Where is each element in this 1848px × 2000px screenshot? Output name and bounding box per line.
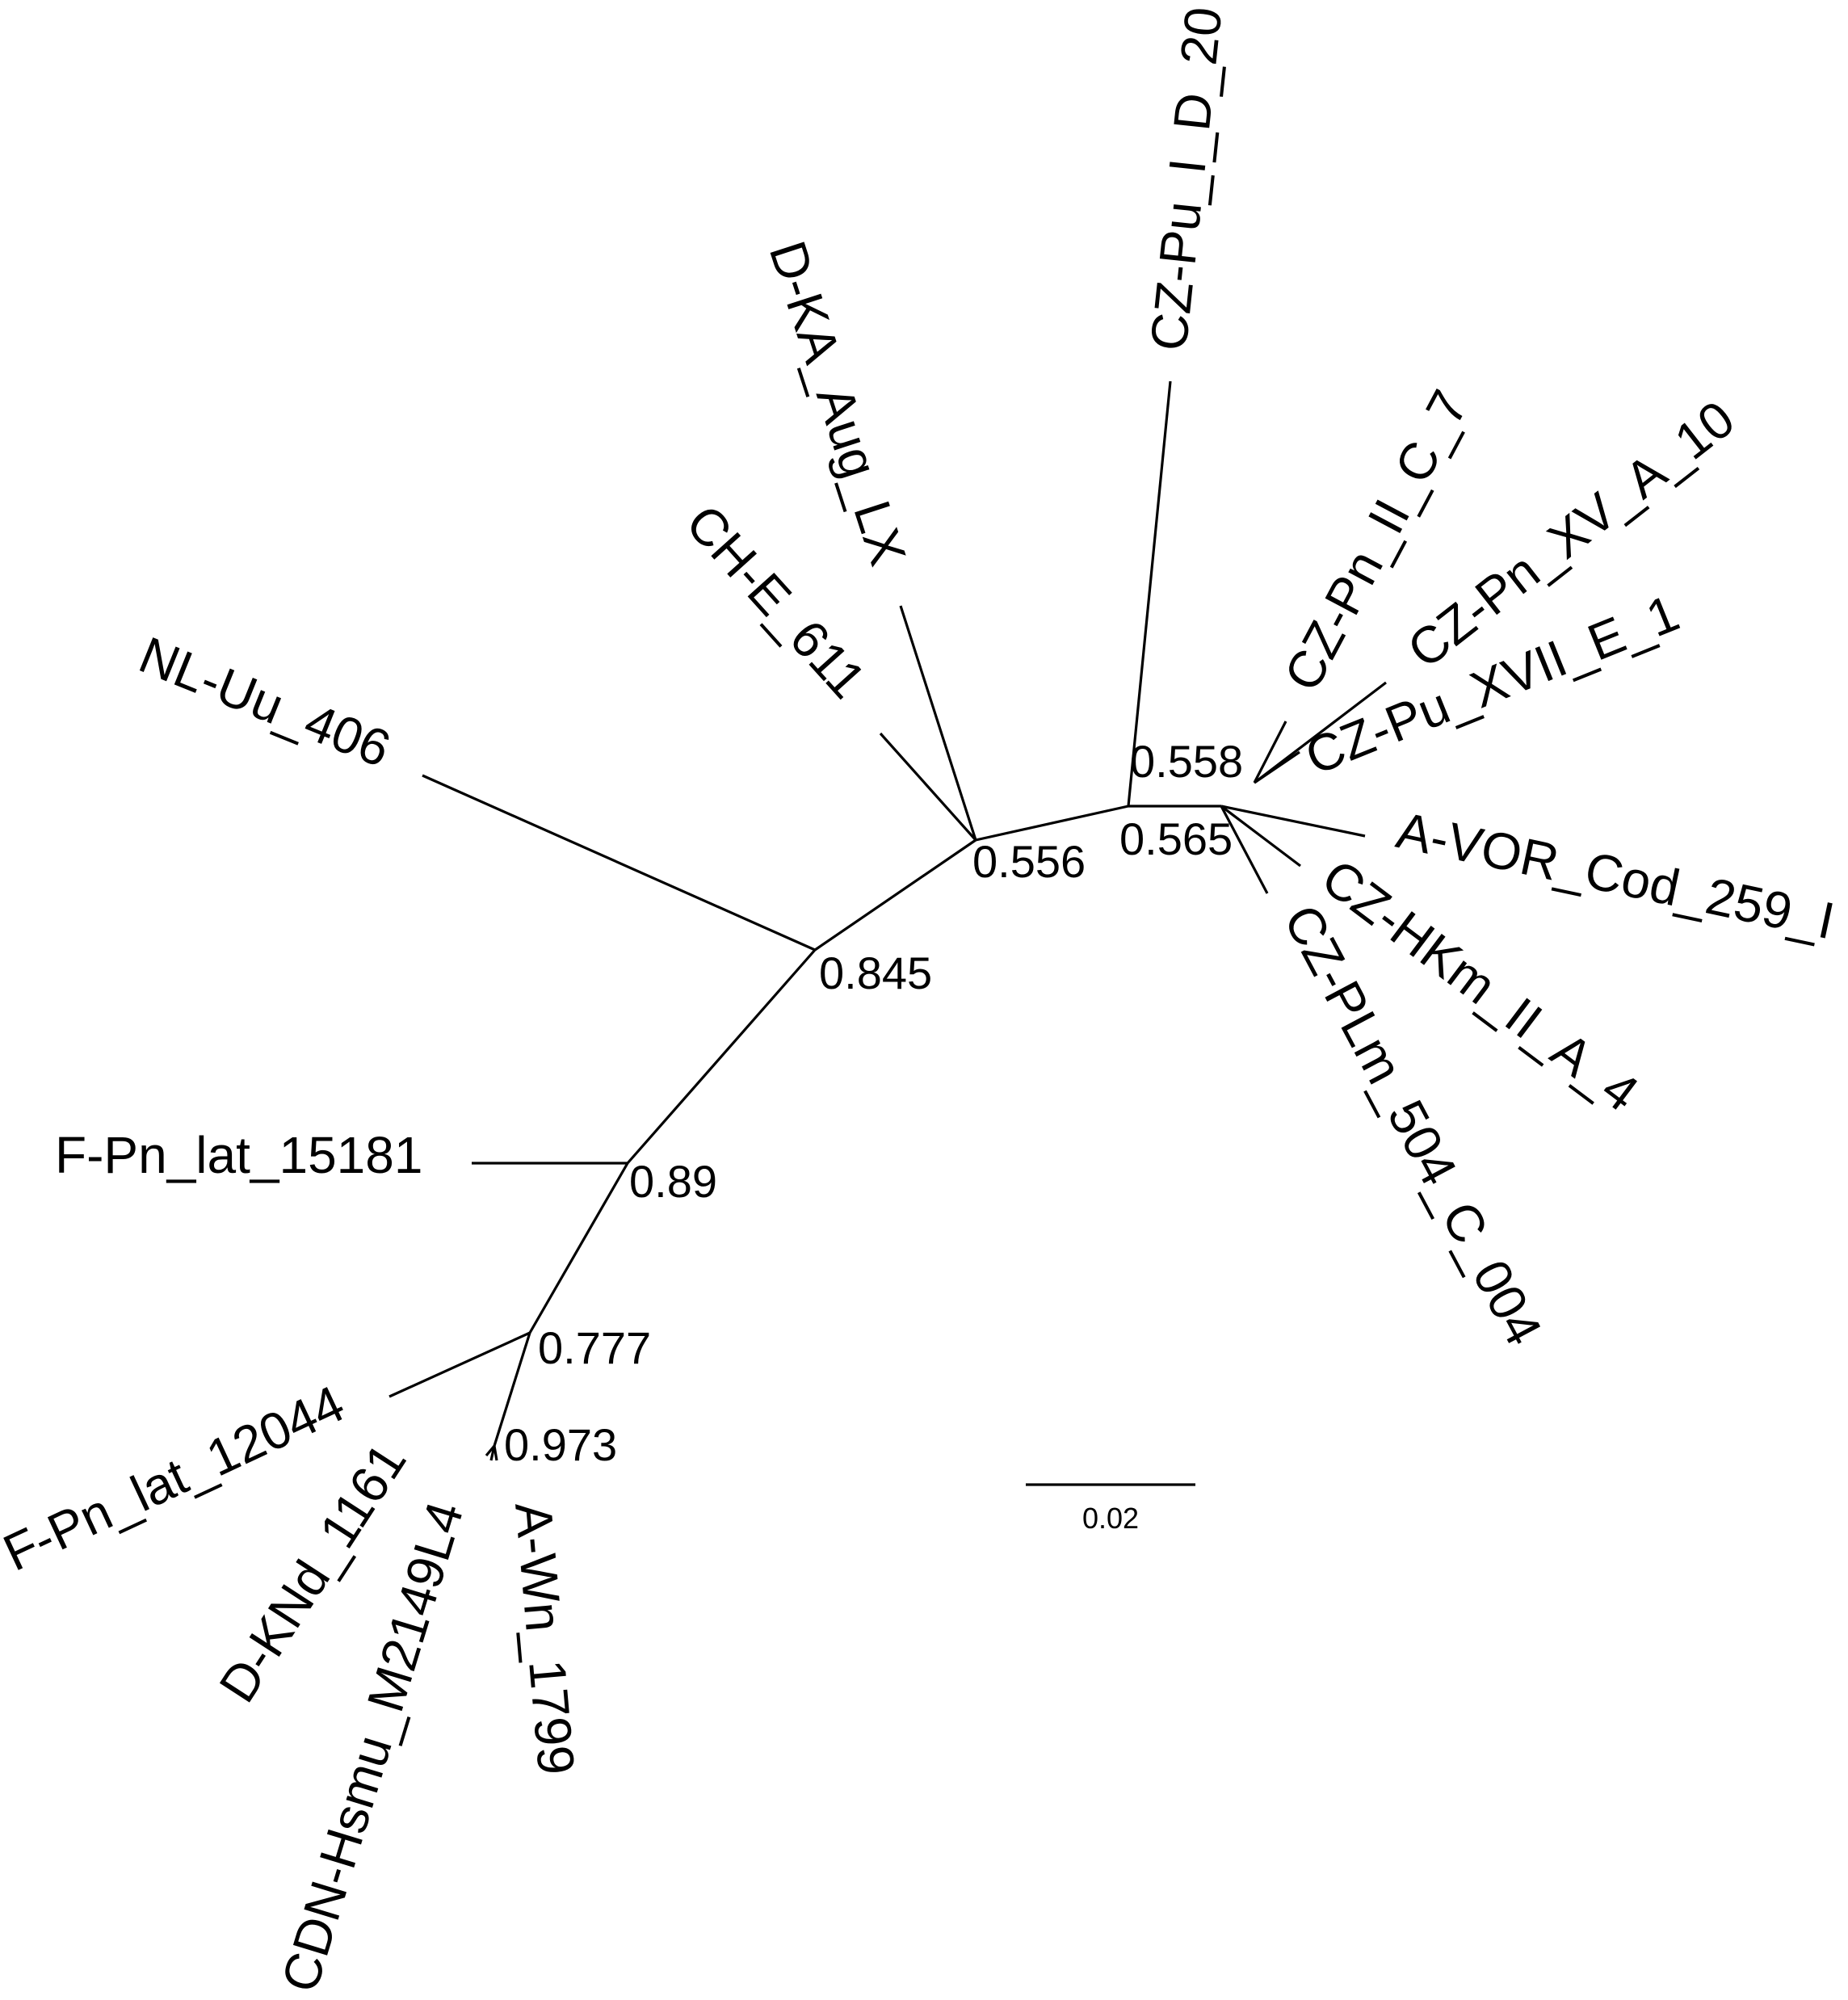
branch-cz-pn-ii-c-7 [1253,721,1287,784]
tip-label-nl-uu-406: NL-Uu_406 [132,625,398,778]
support-label-0558: 0.558 [1130,736,1243,787]
branch-845-556 [814,838,976,952]
branch-f-pn-lat-12044 [388,1331,531,1398]
branch-cz-pu-i-d-20 [1127,380,1172,807]
tip-labels: NL-Uu_406 CH-E_611 D-KA_Aug_LX CZ-Pu_I_D… [0,4,1839,1998]
branch-cz-pn-xv-a-10 [1254,681,1387,784]
support-label-0973: 0.973 [504,1419,617,1470]
tip-label-d-ka-aug-lx: D-KA_Aug_LX [758,234,918,572]
tip-label-f-pn-lat-15181: F-Pn_lat_15181 [55,1126,422,1184]
support-label-0845: 0.845 [819,947,932,998]
branch-777-973 [493,1332,531,1447]
support-label-0556: 0.556 [972,836,1086,887]
terminal-branches [388,380,1387,1461]
branch-89-777 [528,1162,629,1334]
tip-label-ch-e-611: CH-E_611 [675,494,877,709]
branch-845-89 [626,948,817,1165]
branch-ch-e-611 [879,732,977,842]
branch-d-ka-aug-lx [899,605,977,841]
branch-cz-pu-xvii-e-1 [1254,750,1300,784]
support-values: 0.845 0.556 0.558 0.565 0.89 0.777 0.973 [504,736,1243,1470]
scale-bar: 0.02 [1026,1483,1195,1535]
tip-label-a-vor-cod-259-i: A-VOR_Cod_259_I [1392,800,1839,950]
branch-cz-plm-504-c-004 [1220,805,1269,894]
branch-a-wn-1799 [493,1445,498,1461]
branch-nl-uu-406 [422,774,816,952]
tip-label-cz-pu-i-d-20: CZ-Pu_I_D_20 [1139,4,1233,353]
support-label-0777: 0.777 [538,1322,651,1373]
branch-cz-hkm-ii-a-4 [1220,805,1301,868]
internal-branches [493,805,1221,1447]
branch-556-558 [975,805,1129,842]
scale-bar-label: 0.02 [1082,1502,1139,1535]
branch-a-vor-cod-259-i [1220,805,1366,838]
tip-label-a-wn-1799: A-Wn_1799 [504,1500,586,1777]
support-label-0565: 0.565 [1119,813,1233,864]
support-label-089: 0.89 [629,1156,717,1207]
